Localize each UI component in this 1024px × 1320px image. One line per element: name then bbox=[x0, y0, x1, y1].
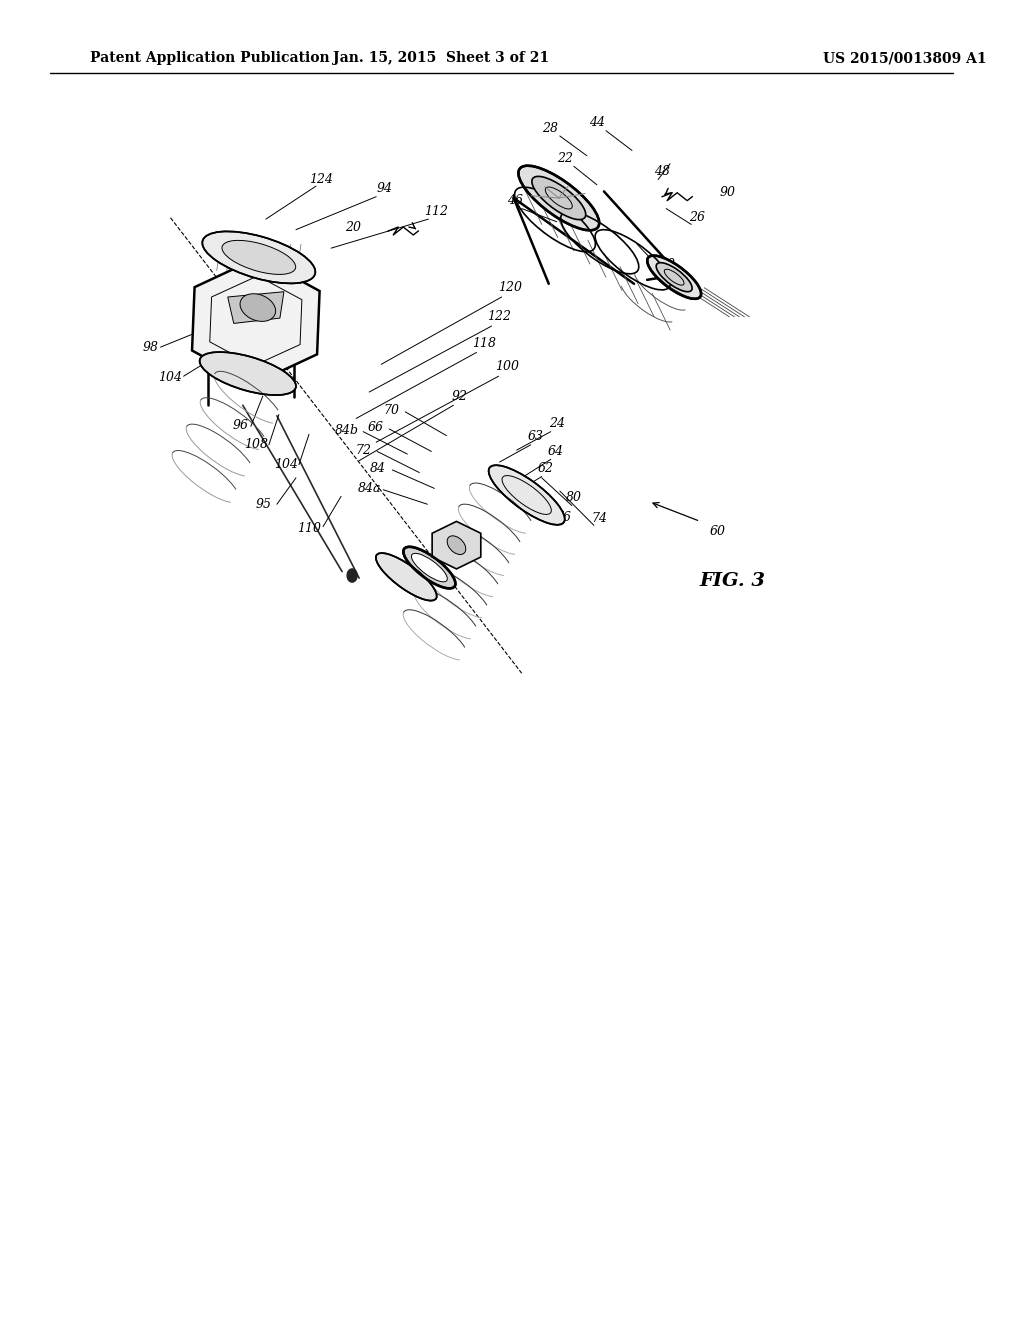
Text: 110: 110 bbox=[297, 521, 321, 535]
Text: 84: 84 bbox=[371, 462, 386, 475]
Text: 76: 76 bbox=[556, 511, 571, 524]
Text: 70: 70 bbox=[383, 404, 399, 417]
Text: 26: 26 bbox=[689, 211, 706, 224]
Text: 120: 120 bbox=[498, 281, 521, 294]
Text: Patent Application Publication: Patent Application Publication bbox=[90, 51, 330, 65]
Text: 46: 46 bbox=[507, 194, 522, 207]
Ellipse shape bbox=[200, 352, 296, 395]
Ellipse shape bbox=[203, 231, 315, 284]
Text: 48: 48 bbox=[654, 165, 670, 178]
Text: 94: 94 bbox=[376, 182, 392, 195]
Polygon shape bbox=[193, 257, 319, 384]
Text: 118: 118 bbox=[472, 337, 497, 350]
Ellipse shape bbox=[412, 553, 447, 582]
Text: 112: 112 bbox=[424, 205, 449, 218]
Text: 84a: 84a bbox=[357, 482, 381, 495]
Text: US 2015/0013809 A1: US 2015/0013809 A1 bbox=[822, 51, 986, 65]
Ellipse shape bbox=[656, 263, 692, 292]
Text: 63: 63 bbox=[527, 430, 544, 444]
Text: 72: 72 bbox=[355, 444, 371, 457]
Text: 84b: 84b bbox=[335, 424, 359, 437]
Text: FIG. 3: FIG. 3 bbox=[699, 572, 765, 590]
Text: 108: 108 bbox=[244, 438, 268, 451]
Text: 80: 80 bbox=[566, 491, 582, 504]
Text: 66: 66 bbox=[368, 421, 383, 434]
Polygon shape bbox=[432, 521, 481, 569]
Ellipse shape bbox=[518, 166, 599, 230]
Text: 90: 90 bbox=[719, 186, 735, 199]
Text: 122: 122 bbox=[487, 310, 512, 323]
Ellipse shape bbox=[376, 553, 437, 601]
Ellipse shape bbox=[447, 536, 466, 554]
Text: 60: 60 bbox=[710, 525, 725, 539]
Ellipse shape bbox=[240, 294, 275, 321]
Polygon shape bbox=[227, 292, 284, 323]
Text: 96: 96 bbox=[232, 418, 249, 432]
Text: 28: 28 bbox=[542, 121, 558, 135]
Text: 62: 62 bbox=[538, 462, 554, 475]
Ellipse shape bbox=[647, 256, 701, 298]
Text: 124: 124 bbox=[309, 173, 333, 186]
Text: 98: 98 bbox=[142, 341, 159, 354]
Text: 50: 50 bbox=[660, 257, 676, 271]
Text: 24: 24 bbox=[549, 417, 565, 430]
Ellipse shape bbox=[488, 465, 565, 525]
Circle shape bbox=[347, 569, 357, 582]
Text: 22: 22 bbox=[557, 152, 572, 165]
Text: 74: 74 bbox=[592, 512, 608, 525]
Text: 44: 44 bbox=[589, 116, 605, 129]
Text: 104: 104 bbox=[159, 371, 182, 384]
Text: 92: 92 bbox=[452, 389, 468, 403]
Text: Jan. 15, 2015  Sheet 3 of 21: Jan. 15, 2015 Sheet 3 of 21 bbox=[334, 51, 550, 65]
Ellipse shape bbox=[531, 177, 586, 219]
Text: 104: 104 bbox=[273, 458, 298, 471]
Text: 20: 20 bbox=[345, 220, 361, 234]
Ellipse shape bbox=[403, 546, 456, 589]
Text: 95: 95 bbox=[256, 498, 271, 511]
Text: 100: 100 bbox=[495, 360, 518, 374]
Ellipse shape bbox=[222, 240, 296, 275]
Text: 64: 64 bbox=[548, 445, 564, 458]
